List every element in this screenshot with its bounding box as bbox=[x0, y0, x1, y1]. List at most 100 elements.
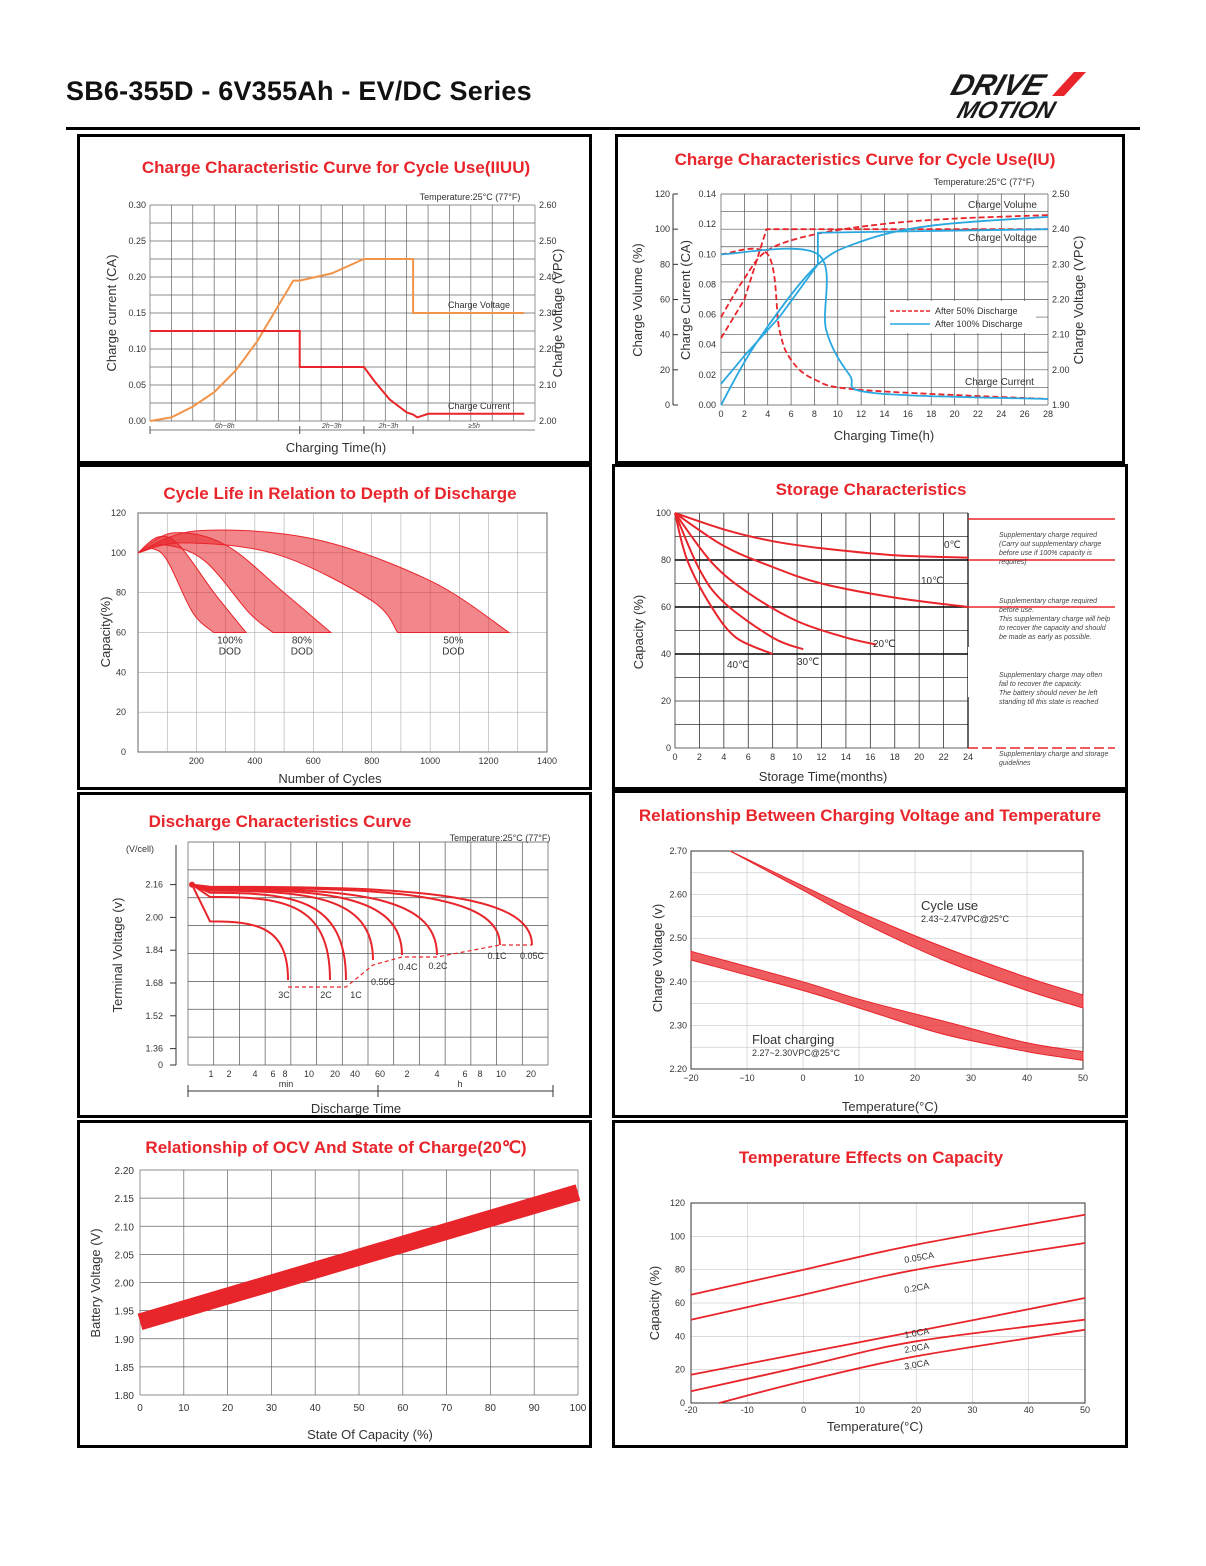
voltage-tick-label: 2.30 bbox=[1052, 259, 1070, 269]
chart-voltage-temperature: Relationship Between Charging Voltage an… bbox=[639, 806, 1101, 1114]
current-tick-label: 0.00 bbox=[698, 400, 716, 410]
storage-note-line: This supplementary charge will help bbox=[999, 616, 1110, 623]
x-axis-label: Storage Time(months) bbox=[759, 769, 888, 784]
y-tick-label: 0.25 bbox=[128, 236, 146, 246]
y-tick-label: 2.05 bbox=[115, 1250, 135, 1261]
voltage-axis-label: Charge Voltage (VPC) bbox=[1071, 236, 1086, 365]
volume-tick-label: 20 bbox=[660, 365, 670, 375]
y-tick-label: 0 bbox=[666, 743, 671, 753]
series-storage-curve bbox=[674, 512, 877, 646]
x-tick-label: 600 bbox=[306, 756, 321, 766]
series-label: 0.05CA bbox=[903, 1250, 934, 1265]
voltage-tick-label: 2.10 bbox=[1052, 330, 1070, 340]
x-group-min: min bbox=[279, 1079, 294, 1089]
voltage-tick-label: 2.20 bbox=[1052, 295, 1070, 305]
x-tick-label: 10 bbox=[854, 1073, 864, 1083]
x-group-h: h bbox=[457, 1079, 462, 1089]
plot-frame bbox=[690, 1202, 1086, 1404]
series-discharge-2c bbox=[191, 883, 331, 981]
y-tick-label: 1.36 bbox=[145, 1044, 163, 1054]
series-storage-curve bbox=[674, 512, 804, 651]
x-tick-label: 12 bbox=[856, 409, 866, 419]
y-tick-label: 120 bbox=[111, 508, 126, 518]
series-discharge-3c bbox=[191, 884, 289, 981]
segment-label: 2h~3h bbox=[321, 423, 342, 430]
x-tick-label: 4 bbox=[765, 409, 770, 419]
storage-note-line: fail to recover the capacity. bbox=[999, 681, 1082, 688]
series-discharge-0-55c bbox=[191, 883, 374, 961]
x-tick-label: 8 bbox=[282, 1069, 287, 1079]
rate-label: 0.1C bbox=[487, 951, 507, 961]
current-tick-label: 0.10 bbox=[698, 249, 716, 259]
current-tick-label: 0.08 bbox=[698, 279, 716, 289]
y-tick-label: 2.10 bbox=[115, 1222, 135, 1233]
x-axis-label: Number of Cycles bbox=[278, 771, 382, 786]
voltage-tick-label: 2.50 bbox=[1052, 189, 1070, 199]
y-axis-label: Charge Voltage (v) bbox=[650, 904, 665, 1012]
y-tick-label: 0.30 bbox=[128, 200, 146, 210]
y-axis-label: Terminal Voltage (v) bbox=[110, 898, 125, 1013]
x-tick-label: 0 bbox=[800, 1073, 805, 1083]
storage-note-line: Supplementary charge required bbox=[999, 532, 1098, 539]
y-tick-label: 1.85 bbox=[115, 1363, 135, 1374]
y-tick-label: 1.90 bbox=[115, 1335, 135, 1346]
x-tick-label: 20 bbox=[911, 1405, 921, 1415]
y-tick-label: 2.30 bbox=[669, 1020, 687, 1030]
y-tick-label: 1.84 bbox=[145, 945, 163, 955]
label-charge-current: Charge Current bbox=[965, 377, 1034, 388]
rate-label: 0.55C bbox=[371, 977, 396, 987]
x-tick-label: 10 bbox=[792, 752, 802, 762]
band-note-float: 2.27~2.30VPC@25°C bbox=[752, 1048, 841, 1058]
series-2-0ca bbox=[690, 1318, 1086, 1393]
storage-note-line: Supplementary charge may often bbox=[999, 672, 1102, 679]
series-1-0ca bbox=[690, 1297, 1086, 1376]
y-tick-label: 120 bbox=[670, 1198, 685, 1208]
series-label-charge-current: Charge Current bbox=[448, 401, 511, 411]
x-tick-label: 30 bbox=[967, 1405, 977, 1415]
x-tick-label: 30 bbox=[266, 1403, 278, 1414]
x-tick-label: 2 bbox=[697, 752, 702, 762]
x-tick-label: -10 bbox=[741, 1405, 754, 1415]
legend-label-50: After 50% Discharge bbox=[935, 306, 1018, 316]
label-charge-voltage: Charge Voltage bbox=[968, 233, 1037, 244]
x-tick-label: 20 bbox=[330, 1069, 340, 1079]
x-axis-label: Temperature(°C) bbox=[827, 1419, 923, 1434]
chart-title: Discharge Characteristics Curve bbox=[149, 812, 412, 831]
x-tick-label: 2 bbox=[404, 1069, 409, 1079]
temperature-label: 20℃ bbox=[873, 639, 895, 650]
y-tick-label: 0.05 bbox=[128, 380, 146, 390]
chart-ocv: Relationship of OCV And State of Charge(… bbox=[88, 1138, 587, 1442]
rate-label: 0.2C bbox=[428, 961, 448, 971]
x-tick-label: 90 bbox=[529, 1403, 541, 1414]
y-tick-label: 20 bbox=[661, 696, 671, 706]
x-tick-label: 800 bbox=[364, 756, 379, 766]
y-tick-label: 0 bbox=[680, 1398, 685, 1408]
y-tick-label: 2.00 bbox=[145, 912, 163, 922]
x-tick-label: 8 bbox=[770, 752, 775, 762]
band-label-dod: DOD bbox=[219, 647, 241, 658]
panel-iiuu: Charge Characteristic Curve for Cycle Us… bbox=[77, 134, 592, 464]
y-tick-label: 40 bbox=[116, 667, 126, 677]
series-storage-curve bbox=[674, 512, 969, 608]
volume-tick-label: 60 bbox=[660, 295, 670, 305]
y-tick-label: 1.68 bbox=[145, 978, 163, 988]
volume-tick-label: 120 bbox=[655, 189, 670, 199]
temperature-label: 10℃ bbox=[921, 576, 943, 587]
temperature-note: Temperature:25°C (77°F) bbox=[420, 192, 521, 202]
y-tick-label: 1.95 bbox=[115, 1307, 135, 1318]
y-tick-label: 40 bbox=[661, 649, 671, 659]
current-tick-label: 0.04 bbox=[698, 340, 716, 350]
x-axis-label: Discharge Time bbox=[311, 1101, 401, 1115]
band-note-cycle-use: 2.43~2.47VPC@25°C bbox=[921, 914, 1010, 924]
y-tick-label: 0.00 bbox=[128, 416, 146, 426]
voltage-tick-label: 2.00 bbox=[1052, 365, 1070, 375]
storage-note-line: Supplementary charge and storage bbox=[999, 751, 1108, 758]
x-tick-label: −20 bbox=[683, 1073, 698, 1083]
x-tick-label: 20 bbox=[526, 1069, 536, 1079]
series-0-2ca bbox=[690, 1242, 1086, 1321]
y-tick-label: 2.70 bbox=[669, 846, 687, 856]
current-axis-label: Charge Current (CA) bbox=[678, 240, 693, 360]
x-tick-label: 200 bbox=[189, 756, 204, 766]
chart-temperature-capacity: Temperature Effects on Capacity -20 -10 0 10… bbox=[647, 1148, 1090, 1434]
y-tick-label: 80 bbox=[675, 1265, 685, 1275]
